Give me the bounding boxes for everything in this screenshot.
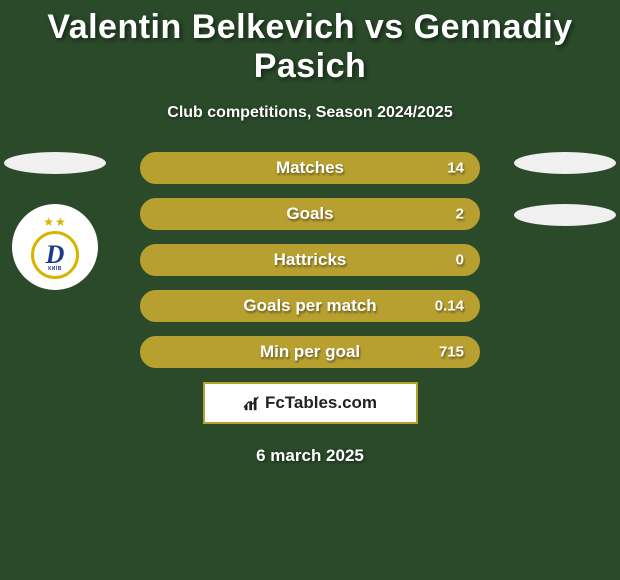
right-player-column	[510, 152, 620, 256]
stat-row-goals: Goals 2	[140, 198, 480, 230]
stat-row-min-per-goal: Min per goal 715	[140, 336, 480, 368]
stat-value: 715	[439, 344, 464, 361]
stat-value: 0	[456, 252, 464, 269]
comparison-panel: ★★ D КИЇВ Matches 14 Goals 2 Hattricks 0…	[0, 152, 620, 466]
date-text: 6 march 2025	[0, 446, 620, 466]
right-placeholder-ellipse-2	[514, 204, 616, 226]
stat-label: Hattricks	[274, 250, 347, 270]
stat-row-hattricks: Hattricks 0	[140, 244, 480, 276]
crest-badge: D КИЇВ	[31, 231, 79, 279]
stat-value: 14	[447, 160, 464, 177]
right-placeholder-ellipse-1	[514, 152, 616, 174]
subtitle: Club competitions, Season 2024/2025	[0, 104, 620, 122]
left-player-column: ★★ D КИЇВ	[0, 152, 110, 290]
stat-label: Min per goal	[260, 342, 360, 362]
stat-label: Goals per match	[243, 296, 376, 316]
brand-badge: FcTables.com	[203, 382, 418, 424]
crest-subtext: КИЇВ	[48, 266, 62, 272]
stat-value: 0.14	[435, 298, 464, 315]
stat-value: 2	[456, 206, 464, 223]
crest-letter: D	[46, 242, 65, 268]
brand-text: FcTables.com	[265, 393, 377, 413]
stat-rows: Matches 14 Goals 2 Hattricks 0 Goals per…	[140, 152, 480, 368]
bar-chart-icon	[243, 394, 261, 412]
stat-row-goals-per-match: Goals per match 0.14	[140, 290, 480, 322]
stat-label: Goals	[286, 204, 333, 224]
stat-label: Matches	[276, 158, 344, 178]
left-club-crest: ★★ D КИЇВ	[12, 204, 98, 290]
left-placeholder-ellipse	[4, 152, 106, 174]
stat-row-matches: Matches 14	[140, 152, 480, 184]
crest-stars-icon: ★★	[43, 215, 67, 229]
page-title: Valentin Belkevich vs Gennadiy Pasich	[0, 0, 620, 86]
